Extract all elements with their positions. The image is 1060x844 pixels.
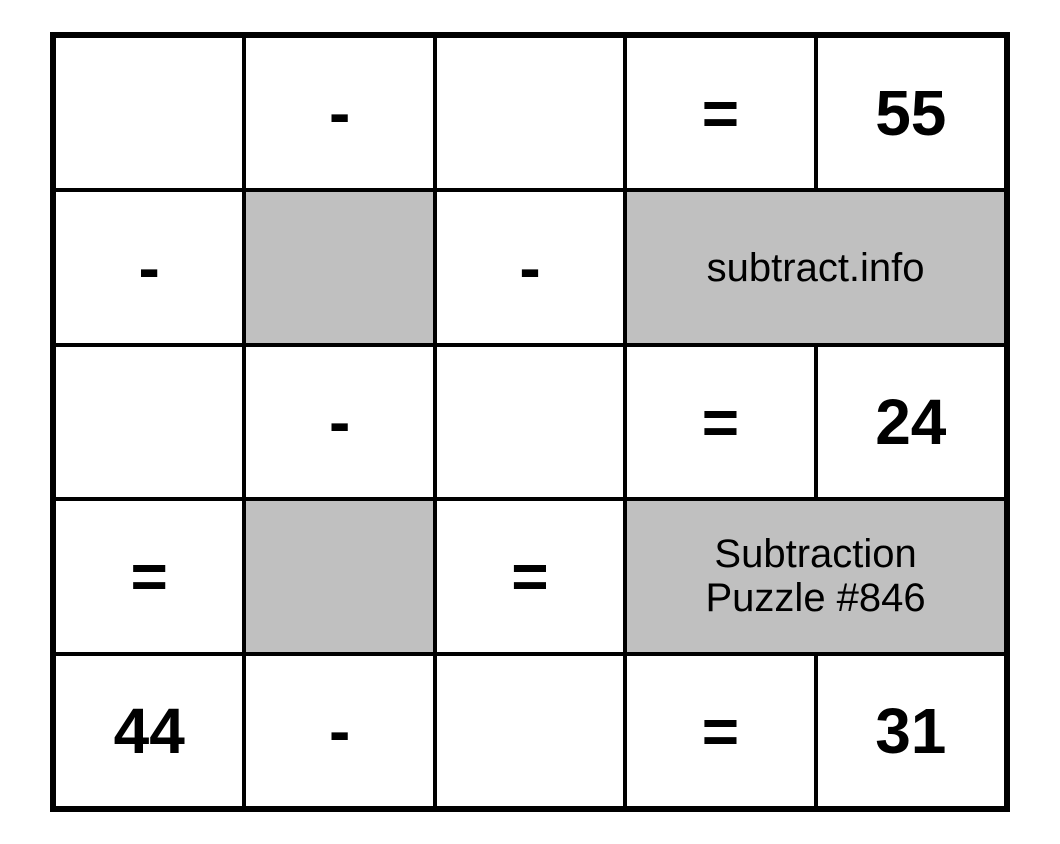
answer-cell[interactable]: [435, 36, 625, 190]
equals-operator: =: [625, 345, 815, 499]
equals-operator: =: [625, 654, 815, 808]
equals-operator: =: [625, 36, 815, 190]
answer-cell[interactable]: [54, 345, 244, 499]
answer-cell[interactable]: [54, 36, 244, 190]
equals-operator: =: [435, 499, 625, 653]
info-label: subtract.info: [625, 190, 1006, 344]
answer-cell[interactable]: [435, 654, 625, 808]
given-number: 55: [816, 36, 1006, 190]
given-number: 31: [816, 654, 1006, 808]
minus-operator: -: [244, 36, 434, 190]
spacer-cell: [244, 499, 434, 653]
subtraction-puzzle-grid: -=55--subtract.info-=24==Subtraction Puz…: [50, 32, 1010, 812]
info-label: Subtraction Puzzle #846: [625, 499, 1006, 653]
spacer-cell: [244, 190, 434, 344]
equals-operator: =: [54, 499, 244, 653]
minus-operator: -: [244, 654, 434, 808]
minus-operator: -: [435, 190, 625, 344]
given-number: 44: [54, 654, 244, 808]
minus-operator: -: [244, 345, 434, 499]
minus-operator: -: [54, 190, 244, 344]
answer-cell[interactable]: [435, 345, 625, 499]
given-number: 24: [816, 345, 1006, 499]
